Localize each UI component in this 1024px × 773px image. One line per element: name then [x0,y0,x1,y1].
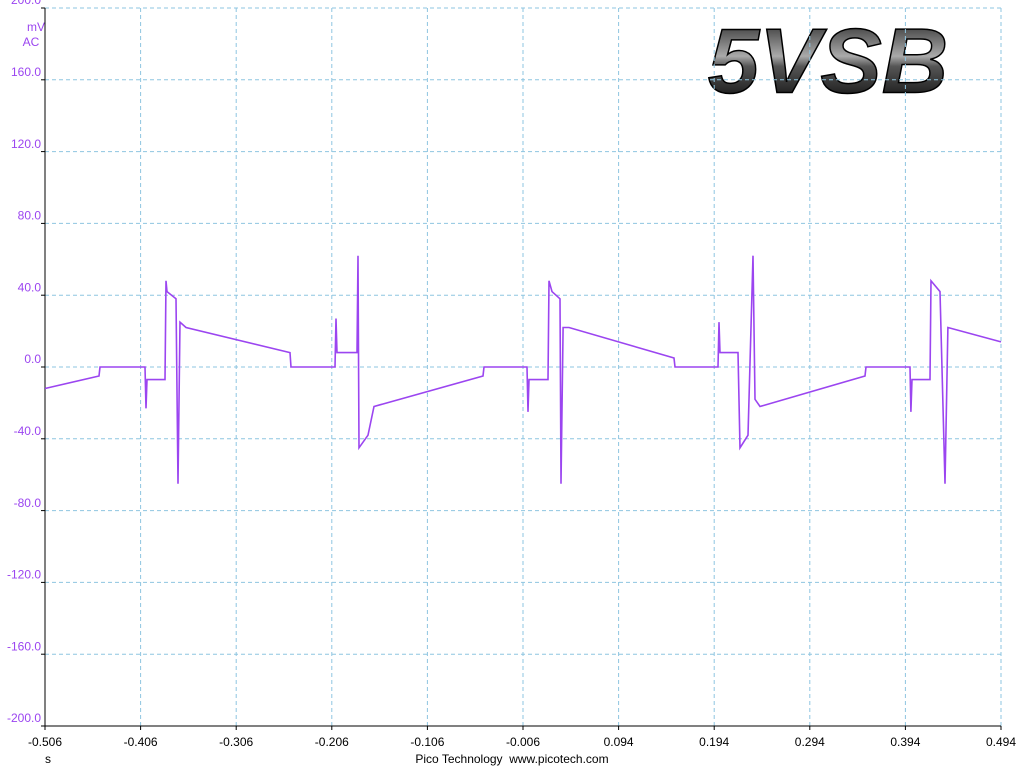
x-tick-label: -0.006 [506,735,540,749]
y-tick-label: 0.0 [24,352,41,366]
x-tick-label: -0.406 [124,735,158,749]
x-tick-label: 0.194 [699,735,729,749]
footer: Pico Technology www.picotech.com [415,752,608,766]
y-coupling: AC [23,35,40,49]
y-tick-label: -200.0 [7,711,41,725]
chart-title: 5VSB [708,10,948,112]
y-tick-label: -80.0 [14,496,42,510]
x-tick-label: 0.494 [986,735,1016,749]
y-tick-label: 200.0 [11,0,41,7]
y-tick-label: 160.0 [11,65,41,79]
y-unit: mV [27,20,45,34]
x-tick-label: -0.506 [28,735,62,749]
y-tick-label: 80.0 [18,209,42,223]
x-tick-label: 0.294 [795,735,825,749]
y-tick-label: 120.0 [11,137,41,151]
x-tick-label: -0.206 [315,735,349,749]
x-tick-label: -0.106 [410,735,444,749]
x-tick-label: -0.306 [219,735,253,749]
trace [44,255,1002,484]
y-tick-label: -120.0 [7,568,41,582]
y-tick-label: 40.0 [18,280,42,294]
y-tick-label: -160.0 [7,639,41,653]
x-unit: s [45,752,51,766]
y-tick-label: -40.0 [14,424,42,438]
x-tick-label: 0.094 [604,735,634,749]
x-tick-label: 0.394 [890,735,920,749]
